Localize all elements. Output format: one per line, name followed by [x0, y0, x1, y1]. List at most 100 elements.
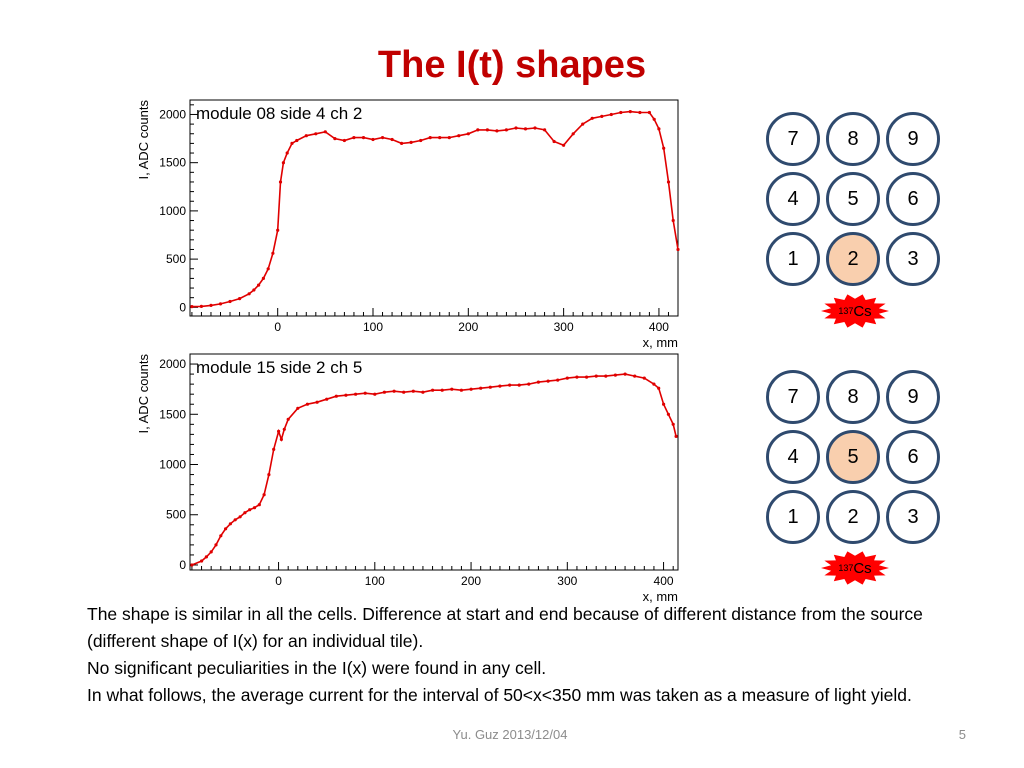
data-point: [271, 251, 275, 255]
data-point: [495, 129, 499, 133]
data-point: [585, 375, 589, 379]
data-point: [199, 304, 203, 308]
cell-9: 9: [886, 112, 940, 166]
data-point: [662, 402, 666, 406]
data-point: [431, 388, 435, 392]
data-point: [676, 247, 680, 252]
x-tick-label: 200: [461, 574, 481, 588]
data-point: [438, 136, 442, 140]
x-axis-label: x, mm: [643, 335, 678, 350]
data-point: [209, 303, 213, 307]
cell-2: 2: [826, 232, 880, 286]
data-point: [652, 382, 656, 386]
isotope-mass: 137: [838, 306, 854, 316]
cs137-source-badge: 137 Cs: [820, 550, 890, 586]
data-point: [527, 382, 531, 386]
data-point: [533, 126, 537, 130]
data-point: [657, 127, 661, 131]
data-point: [272, 447, 276, 451]
data-point: [400, 141, 404, 145]
data-point: [224, 527, 228, 531]
description-line: In what follows, the average current for…: [87, 685, 912, 705]
cell-7: 7: [766, 112, 820, 166]
y-tick-label: 500: [166, 508, 186, 522]
data-point: [674, 434, 678, 438]
data-point: [204, 555, 208, 559]
x-axis-label: x, mm: [643, 589, 678, 604]
data-point: [315, 400, 319, 404]
y-tick-label: 1000: [159, 458, 186, 472]
data-point: [613, 373, 617, 377]
data-point: [209, 550, 213, 554]
data-point: [281, 161, 285, 165]
cell-6: 6: [886, 172, 940, 226]
footer-text: Yu. Guz 2013/12/04: [452, 727, 568, 742]
data-point: [421, 390, 425, 394]
data-point: [252, 506, 257, 510]
cell-7: 7: [766, 370, 820, 424]
data-point: [628, 110, 632, 114]
data-point: [257, 283, 261, 287]
data-series-line: [191, 373, 677, 566]
data-point: [314, 132, 318, 136]
data-point: [238, 297, 242, 301]
data-point: [248, 508, 252, 512]
data-point: [286, 417, 290, 421]
data-point: [571, 132, 575, 136]
isotope-mass: 137: [838, 563, 854, 573]
data-point: [447, 136, 451, 140]
data-point: [488, 385, 492, 389]
cs137-source-badge: 137 Cs: [820, 293, 890, 329]
data-point: [459, 388, 463, 392]
cell-8: 8: [826, 112, 880, 166]
cell-9: 9: [886, 370, 940, 424]
data-point: [257, 503, 261, 507]
cell-1: 1: [766, 490, 820, 544]
x-tick-label: 100: [363, 320, 383, 334]
data-point: [485, 128, 489, 132]
data-point: [261, 276, 265, 280]
data-point: [508, 383, 512, 387]
data-point: [380, 136, 385, 140]
isotope-element: Cs: [853, 559, 872, 577]
data-point: [450, 387, 454, 391]
data-point: [409, 140, 413, 144]
cell-5: 5: [826, 430, 880, 484]
data-point: [666, 180, 671, 184]
data-point: [278, 180, 283, 184]
data-point: [279, 437, 283, 441]
data-point: [666, 412, 671, 416]
x-tick-label: 400: [654, 574, 674, 588]
data-point: [419, 138, 423, 143]
data-point: [325, 397, 329, 401]
data-point: [354, 392, 358, 396]
data-point: [504, 128, 508, 132]
x-tick-label: 100: [365, 574, 385, 588]
data-point: [581, 122, 585, 126]
cell-2: 2: [826, 490, 880, 544]
y-axis-label: I, ADC counts: [136, 354, 151, 434]
plot-frame: [189, 99, 679, 317]
data-point: [556, 378, 560, 382]
burst-icon: [821, 294, 889, 328]
data-point: [469, 387, 473, 391]
data-point: [633, 374, 637, 378]
data-point: [609, 112, 613, 117]
data-point: [457, 134, 461, 138]
cell-5: 5: [826, 172, 880, 226]
cell-3: 3: [886, 490, 940, 544]
data-point: [323, 130, 327, 134]
data-point: [440, 388, 444, 392]
data-point: [392, 389, 396, 393]
data-point: [428, 136, 432, 140]
data-point: [390, 137, 394, 142]
data-point: [600, 114, 604, 118]
data-point: [238, 515, 242, 519]
data-point: [671, 218, 675, 223]
data-point: [371, 137, 375, 142]
data-point: [619, 110, 623, 115]
data-point: [276, 228, 280, 232]
data-point: [214, 543, 218, 547]
data-point: [243, 511, 247, 515]
